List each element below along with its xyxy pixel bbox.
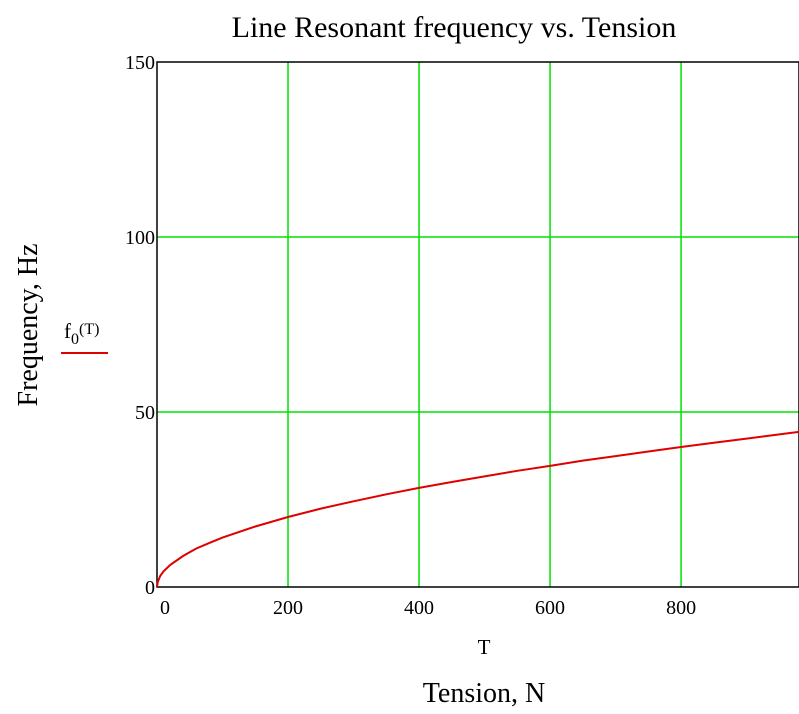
x-tick-label-400: 400	[404, 597, 434, 619]
y-tick-label-150: 150	[125, 52, 155, 74]
x-tick-label-800: 800	[666, 597, 696, 619]
x-axis-label: Tension, N	[423, 678, 545, 709]
x-tick-labels: 0 200 400 600 800	[160, 597, 696, 619]
x-variable-label: T	[478, 635, 491, 659]
y-tick-label-0: 0	[145, 577, 155, 599]
series-layer	[156, 430, 799, 588]
legend: f0(T)	[61, 319, 108, 354]
legend-label-sub: 0	[71, 331, 79, 348]
legend-label-main: f	[64, 319, 71, 343]
legend-label-arg: (T)	[79, 321, 99, 338]
x-tick-label-0: 0	[160, 597, 170, 619]
y-axis-label: Frequency, Hz	[13, 243, 44, 406]
plot-frame	[156, 61, 799, 588]
y-tick-label-100: 100	[125, 227, 155, 249]
y-tick-label-50: 50	[135, 402, 155, 424]
x-tick-label-600: 600	[535, 597, 565, 619]
x-tick-label-200: 200	[273, 597, 303, 619]
grid	[157, 62, 799, 587]
chart-title: Line Resonant frequency vs. Tension	[232, 11, 677, 44]
series-line-0	[156, 430, 799, 588]
y-tick-labels: 0 50 100 150	[125, 52, 155, 599]
legend-label: f0(T)	[64, 319, 99, 348]
